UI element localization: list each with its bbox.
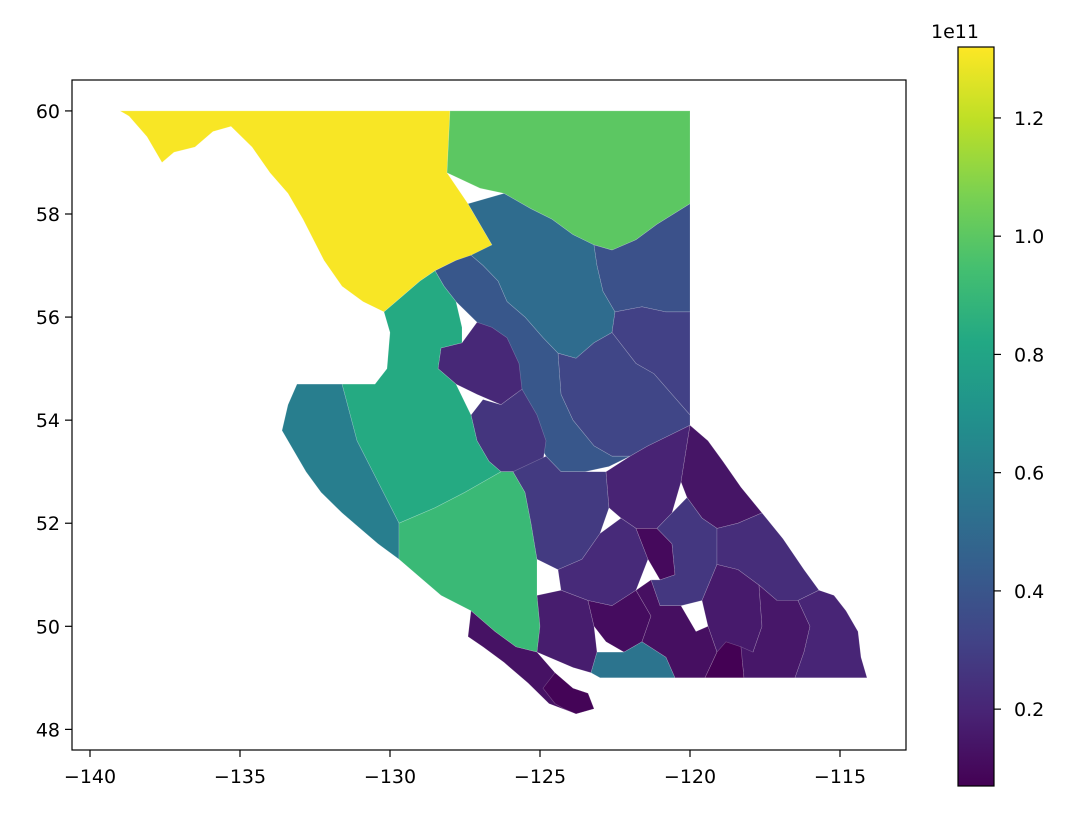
x-tick-label: −125 (514, 766, 566, 788)
colorbar-tick-label: 1.0 (1014, 226, 1044, 248)
map-regions (118, 110, 868, 715)
y-tick-label: 52 (36, 513, 60, 535)
y-tick-label: 48 (36, 719, 60, 741)
map-region (704, 641, 745, 679)
y-tick-label: 58 (36, 204, 60, 226)
map-region (281, 383, 400, 560)
colorbar: 1e11 0.2 0.4 0.6 0.8 1.0 1.2 (931, 21, 1044, 787)
y-axis: 48 50 52 54 56 58 60 (36, 101, 72, 741)
x-tick-label: −115 (814, 766, 866, 788)
x-tick-label: −135 (214, 766, 266, 788)
map-region (341, 270, 502, 524)
map-region (794, 589, 868, 679)
y-tick-label: 50 (36, 616, 60, 638)
y-tick-label: 54 (36, 410, 60, 432)
map-region (635, 579, 718, 679)
map-region (542, 672, 595, 715)
x-tick-label: −120 (664, 766, 716, 788)
colorbar-gradient (957, 46, 995, 787)
colorbar-tick-label: 0.2 (1014, 699, 1044, 721)
map-region (536, 589, 598, 674)
colorbar-ticks: 0.2 0.4 0.6 0.8 1.0 1.2 (994, 108, 1044, 721)
colorbar-offset-text: 1e11 (931, 21, 979, 43)
map-region (701, 564, 763, 668)
y-tick-label: 56 (36, 307, 60, 329)
x-axis: −140 −135 −130 −125 −120 −115 (64, 750, 866, 788)
map-region (740, 584, 811, 679)
x-tick-label: −130 (364, 766, 416, 788)
colorbar-tick-label: 0.8 (1014, 344, 1044, 366)
y-tick-label: 60 (36, 101, 60, 123)
colorbar-tick-label: 0.4 (1014, 581, 1044, 603)
map-region (605, 424, 691, 529)
x-tick-label: −140 (64, 766, 116, 788)
colorbar-tick-label: 0.6 (1014, 463, 1044, 485)
plot-frame (71, 79, 907, 751)
colorbar-tick-label: 1.2 (1014, 108, 1044, 130)
